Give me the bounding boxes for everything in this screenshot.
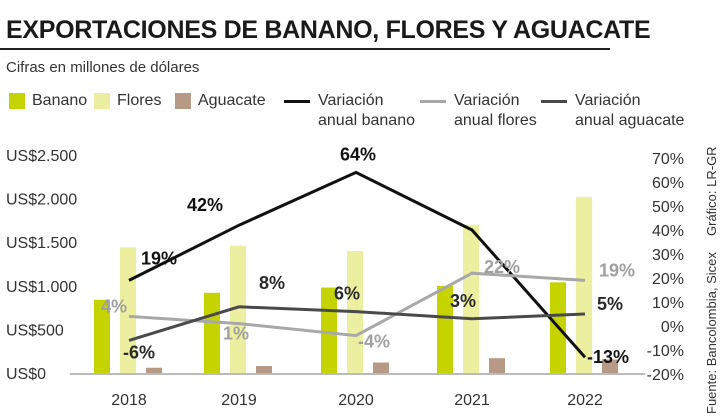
legend-line-var-aguacate [541, 100, 567, 103]
y-right-tick-label: -10% [647, 343, 684, 360]
bar-banano-2021 [437, 285, 453, 373]
line-var-flores [128, 271, 586, 338]
line-var-aguacate [128, 305, 586, 342]
data-label-var-flores-2018: 4% [101, 296, 127, 316]
x-tick-label: 2021 [454, 392, 490, 409]
data-label-var-flores-2020: -4% [358, 332, 390, 352]
source-text: Fuente: Bancolombia, Sicex [704, 252, 719, 414]
y-left-tick-label: US$1.500 [6, 235, 77, 252]
data-label-var-flores-2019: 1% [223, 324, 249, 344]
x-tick-label: 2022 [567, 392, 603, 409]
legend-aguacate: Aguacate [175, 91, 266, 111]
y-left-tick-label: US$0 [6, 366, 46, 383]
legend-label-aguacate: Aguacate [198, 92, 266, 109]
y-right-tick-label: -20% [647, 367, 684, 384]
data-label-var-banano-2022: -13% [587, 347, 629, 367]
chart-subtitle: Cifras en millones de dólares [6, 59, 200, 76]
legend-label-var-banano: Variación anual banano [318, 92, 415, 129]
chart-title: EXPORTACIONES DE BANANO, FLORES Y AGUACA… [6, 16, 651, 44]
y-right-tick-label: 0% [661, 319, 684, 336]
data-label-var-flores-2021: 22% [484, 257, 520, 277]
legend-line-var-banano [284, 100, 310, 103]
bar-flores-2022 [576, 196, 592, 373]
bar-banano-2018 [94, 299, 110, 373]
data-label-var-aguacate-2019: 8% [259, 273, 285, 293]
data-label-var-flores-2022: 19% [599, 260, 635, 280]
data-label-var-aguacate-2020: 6% [334, 284, 360, 304]
legend-label-var-aguacate: Variación anual aguacate [575, 92, 685, 129]
bar-banano-2019 [204, 292, 220, 373]
y-left-tick-label: US$2.000 [6, 192, 77, 209]
data-label-var-aguacate-2021: 3% [450, 291, 476, 311]
legend-label-banano: Banano [32, 92, 88, 109]
legend-var-banano: Variación anual banano [284, 91, 415, 131]
y-right-tick-label: 50% [652, 199, 684, 216]
y-left-tick-label: US$2.500 [6, 148, 77, 165]
y-left-tick-label: US$500 [6, 322, 64, 339]
bar-aguacate-2022 [602, 359, 618, 373]
legend-swatch-flores [94, 93, 110, 109]
y-right-tick-label: 40% [652, 223, 684, 240]
data-label-var-banano-2019: 42% [187, 195, 223, 215]
bar-flores-2021 [463, 224, 479, 373]
legend-line-var-flores [420, 100, 446, 103]
y-right-tick-label: 70% [652, 151, 684, 168]
bar-aguacate-2021 [489, 358, 505, 373]
x-tick-label: 2018 [111, 392, 147, 409]
y-right-tick-label: 20% [652, 271, 684, 288]
legend-label-flores: Flores [117, 92, 162, 109]
y-right-tick-label: 10% [652, 295, 684, 312]
legend-swatch-aguacate [175, 93, 191, 109]
data-label-var-banano-2020: 64% [340, 144, 376, 164]
legend-label-var-flores: Variación anual flores [454, 92, 537, 129]
bar-flores-2019 [230, 245, 246, 373]
y-right-tick-label: 30% [652, 247, 684, 264]
legend-swatch-banano [9, 93, 25, 109]
legend-var-flores: Variación anual flores [420, 91, 537, 131]
legend-banano: Banano [9, 91, 87, 111]
legend-var-aguacate: Variación anual aguacate [541, 91, 684, 131]
data-label-var-banano-2018: 19% [141, 248, 177, 268]
x-tick-label: 2020 [338, 392, 374, 409]
data-label-var-aguacate-2022: 5% [597, 294, 623, 314]
bar-aguacate-2018 [146, 367, 162, 373]
title-rule [0, 48, 610, 50]
y-right-tick-label: 60% [652, 175, 684, 192]
legend-flores: Flores [94, 91, 161, 111]
bar-aguacate-2019 [256, 366, 272, 373]
x-tick-label: 2019 [221, 392, 257, 409]
y-left-tick-label: US$1.000 [6, 279, 77, 296]
bar-aguacate-2020 [373, 362, 389, 373]
data-label-var-aguacate-2018: -6% [123, 342, 155, 362]
credit-text: Gráfico: LR-GR [704, 146, 719, 236]
line-var-banano [128, 170, 587, 359]
